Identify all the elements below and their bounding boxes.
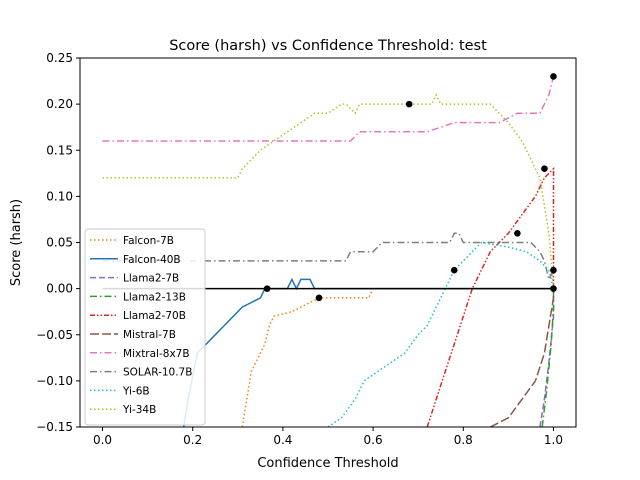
series-layer [102,76,555,427]
x-tick-label: 0.2 [183,433,202,447]
legend-label: Mistral-7B [123,329,176,341]
series-line-mixtral-8x7b [102,76,555,142]
threshold-marker [450,266,458,274]
series-line-mistral-7b [489,288,555,427]
threshold-marker [550,266,557,274]
legend-label: Llama2-13B [123,291,186,303]
y-tick-label: 0.00 [46,282,73,296]
legend-label: Yi-6B [122,385,150,397]
series-line-yi-34b [102,93,555,289]
y-tick-label: 0.20 [46,97,73,111]
series-line-llama2-70b [426,166,555,427]
legend-label: Falcon-40B [123,254,181,266]
legend: Falcon-7B Falcon-40B Llama2-7B Llama2-13B Ll… [84,228,206,426]
y-tick-label: −0.15 [36,420,73,434]
legend-label: Llama2-7B [123,273,179,285]
legend-label: Falcon-7B [123,235,174,247]
legend-box [84,228,206,426]
x-axis-ticks: 0.0 0.2 0.4 0.6 0.8 1.0 [93,427,563,447]
x-axis-label: Confidence Threshold [257,456,398,471]
threshold-marker [550,285,557,292]
legend-label: Llama2-70B [123,310,186,322]
marker-layer [263,73,557,302]
x-tick-label: 0.4 [273,433,292,447]
y-axis-label: Score (harsh) [9,199,24,286]
y-tick-label: 0.10 [46,189,73,203]
chart-title: Score (harsh) vs Confidence Threshold: t… [169,38,487,54]
series-line-solar-10-7b [102,232,555,282]
y-tick-label: 0.05 [46,236,73,250]
y-tick-label: 0.15 [46,143,73,157]
threshold-marker [315,294,323,302]
plot-area-frame [79,57,577,428]
threshold-marker [405,100,413,108]
x-tick-label: 1.0 [544,433,563,447]
threshold-marker [514,229,521,237]
x-tick-label: 0.8 [454,433,473,447]
x-tick-label: 0.6 [364,433,383,447]
legend-label: SOLAR-10.7B [123,367,192,379]
threshold-marker [541,165,548,172]
threshold-marker [550,73,557,80]
y-tick-label: 0.25 [46,51,73,65]
threshold-marker [263,285,271,292]
y-tick-label: −0.10 [36,374,73,388]
legend-label: Mixtral-8x7B [123,348,190,360]
y-axis-ticks: −0.15 −0.10 −0.05 0.00 0.05 0.10 0.15 0.20 0.25 [36,51,80,434]
legend-label: Yi-34B [122,404,156,416]
y-tick-label: −0.05 [36,328,73,342]
x-tick-label: 0.0 [93,433,112,447]
